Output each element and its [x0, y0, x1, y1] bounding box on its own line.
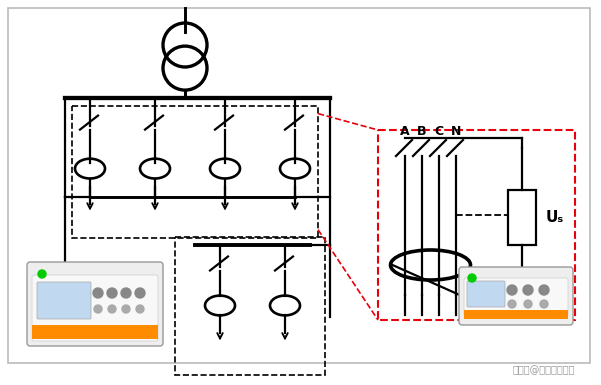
Bar [32, 325, 158, 339]
Circle shape [468, 274, 476, 282]
Text: B: B [417, 125, 427, 138]
FancyBboxPatch shape [32, 275, 158, 341]
FancyBboxPatch shape [27, 262, 163, 346]
Text: N: N [451, 125, 461, 138]
Circle shape [524, 300, 532, 308]
Circle shape [507, 285, 517, 295]
FancyBboxPatch shape [37, 282, 91, 319]
FancyBboxPatch shape [8, 8, 590, 363]
Text: A: A [400, 125, 410, 138]
Circle shape [508, 300, 516, 308]
Circle shape [540, 300, 548, 308]
Circle shape [38, 270, 46, 278]
Circle shape [135, 288, 145, 298]
Circle shape [108, 305, 116, 313]
FancyBboxPatch shape [464, 278, 568, 316]
FancyBboxPatch shape [459, 267, 573, 325]
Text: Uₛ: Uₛ [546, 210, 564, 225]
Bar [508, 190, 536, 245]
Circle shape [523, 285, 533, 295]
Text: C: C [435, 125, 444, 138]
Circle shape [93, 288, 103, 298]
Circle shape [122, 305, 130, 313]
Circle shape [136, 305, 144, 313]
Circle shape [107, 288, 117, 298]
Circle shape [539, 285, 549, 295]
Circle shape [121, 288, 131, 298]
FancyBboxPatch shape [467, 281, 505, 307]
Bar [464, 310, 568, 319]
Circle shape [94, 305, 102, 313]
Text: 搜狐号@安科瑞张田田: 搜狐号@安科瑞张田田 [513, 365, 575, 375]
